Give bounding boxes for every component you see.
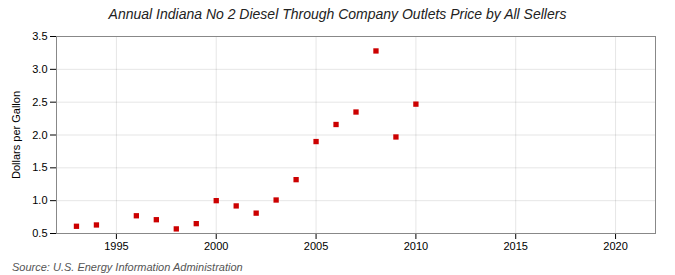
svg-text:0.5: 0.5 <box>32 227 47 239</box>
svg-text:1.0: 1.0 <box>32 194 47 206</box>
svg-text:2.0: 2.0 <box>32 129 47 141</box>
svg-text:2010: 2010 <box>404 240 428 252</box>
svg-text:2005: 2005 <box>304 240 328 252</box>
svg-text:2.5: 2.5 <box>32 96 47 108</box>
svg-text:2000: 2000 <box>204 240 228 252</box>
svg-text:2015: 2015 <box>503 240 527 252</box>
html-text:Annual Indiana No 2 Diesel Thr: Annual Indiana No 2 Diesel Through Compa… <box>108 6 567 22</box>
svg-text:3.0: 3.0 <box>32 63 47 75</box>
svg-text:1995: 1995 <box>104 240 128 252</box>
svg-text:3.5: 3.5 <box>32 30 47 42</box>
html-text:Source: U.S. Energy Informatio: Source: U.S. Energy Information Administ… <box>12 261 243 273</box>
svg-text:Dollars per Gallon: Dollars per Gallon <box>10 91 22 179</box>
svg-text:2020: 2020 <box>603 240 627 252</box>
svg-text:1.5: 1.5 <box>32 161 47 173</box>
